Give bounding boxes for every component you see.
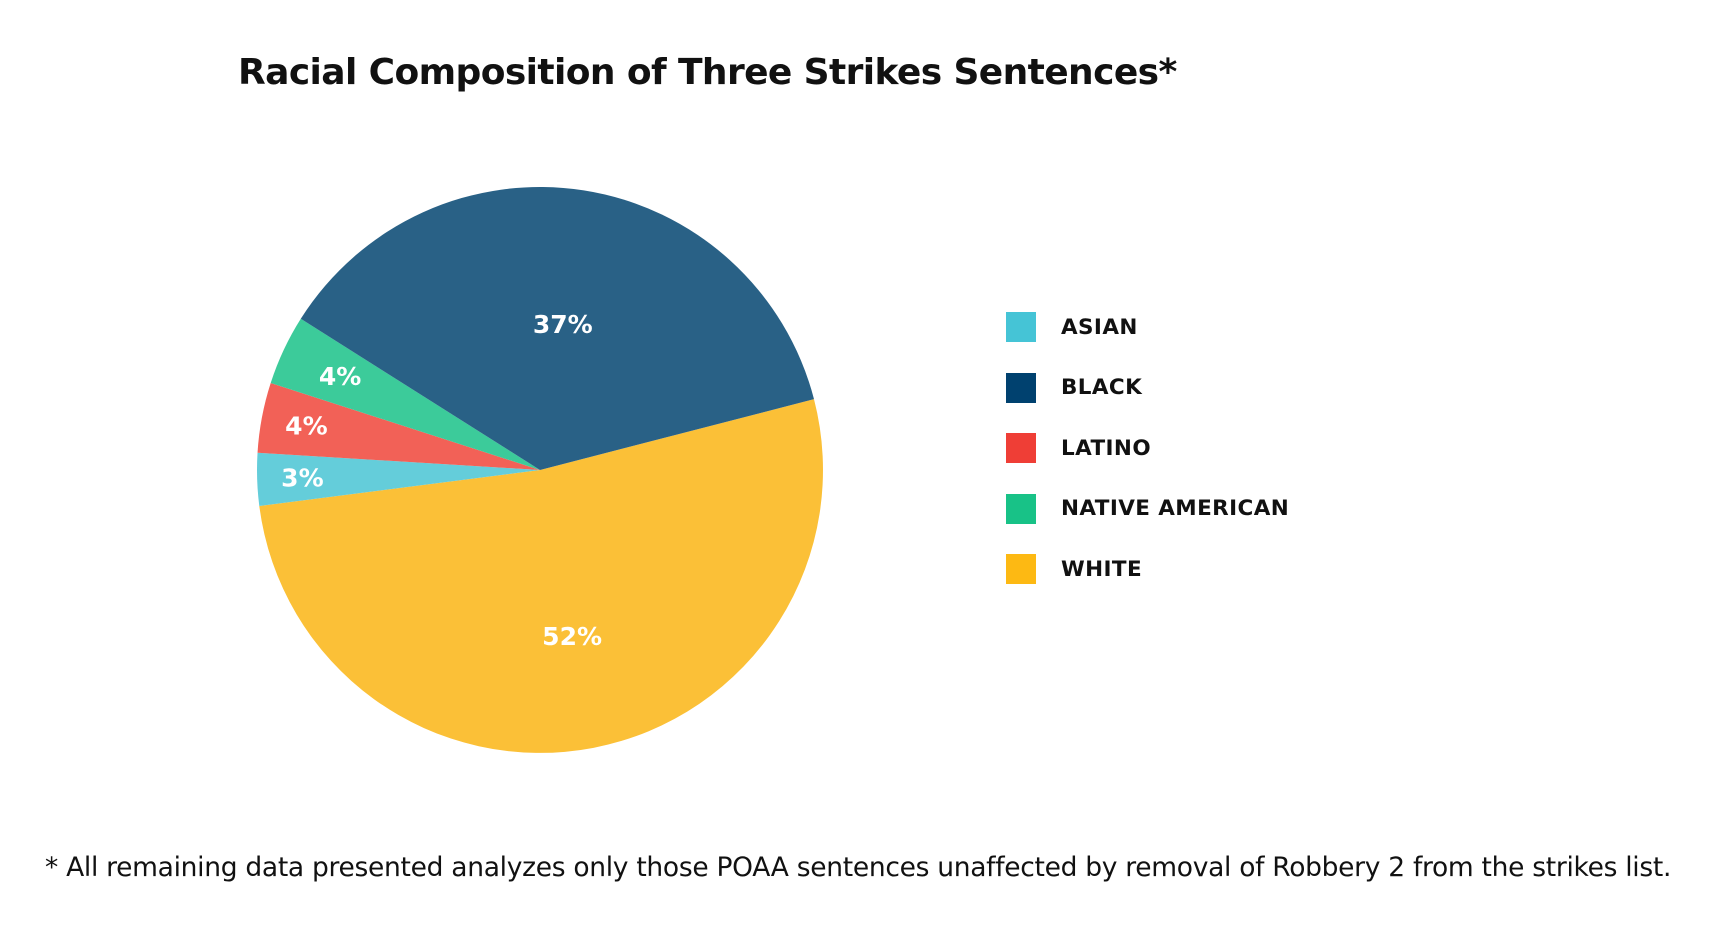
legend-item-native-american: NATIVE AMERICAN: [1006, 493, 1290, 524]
pie-label-black: 37%: [533, 310, 593, 339]
legend-label-asian: ASIAN: [1061, 314, 1138, 340]
pie-slice-black: [300, 186, 814, 470]
legend-label-black: BLACK: [1061, 375, 1143, 400]
legend-label-white: WHITE: [1061, 556, 1143, 582]
pie-slice-latino: [257, 383, 540, 470]
legend-label-native-american: NATIVE AMERICAN: [1061, 496, 1290, 521]
pie-label-white: 52%: [542, 622, 602, 651]
legend-swatch-latino: [1006, 433, 1036, 463]
pie-slices: [257, 186, 823, 753]
chart-title: Racial Composition of Three Strikes Sent…: [238, 52, 1177, 93]
legend-swatch-black: [1006, 372, 1036, 403]
legend-swatch-white: [1006, 554, 1036, 584]
legend-item-white: WHITE: [1006, 554, 1289, 584]
pie-label-asian: 3%: [281, 463, 323, 492]
pie-label-native-american: 4%: [319, 362, 361, 391]
legend-label-latino: LATINO: [1061, 435, 1152, 461]
legend-swatch-native-american: [1006, 493, 1036, 524]
pie-slice-native-american: [270, 318, 540, 470]
pie-labels: 52% 3% 4% 4% 37%: [281, 310, 602, 651]
pie-slice-white: [259, 399, 823, 753]
legend-swatch-asian: [1006, 312, 1036, 342]
legend-item-asian: ASIAN: [1006, 312, 1289, 342]
footnote: * All remaining data presented analyzes …: [45, 852, 1672, 883]
chart-legend: ASIAN BLACK LATINO NATIVE AMERICAN WHITE: [1006, 312, 1289, 615]
pie-label-latino: 4%: [285, 411, 327, 440]
legend-item-black: BLACK: [1006, 372, 1289, 403]
pie-slice-asian: [257, 452, 540, 506]
legend-item-latino: LATINO: [1006, 433, 1289, 463]
